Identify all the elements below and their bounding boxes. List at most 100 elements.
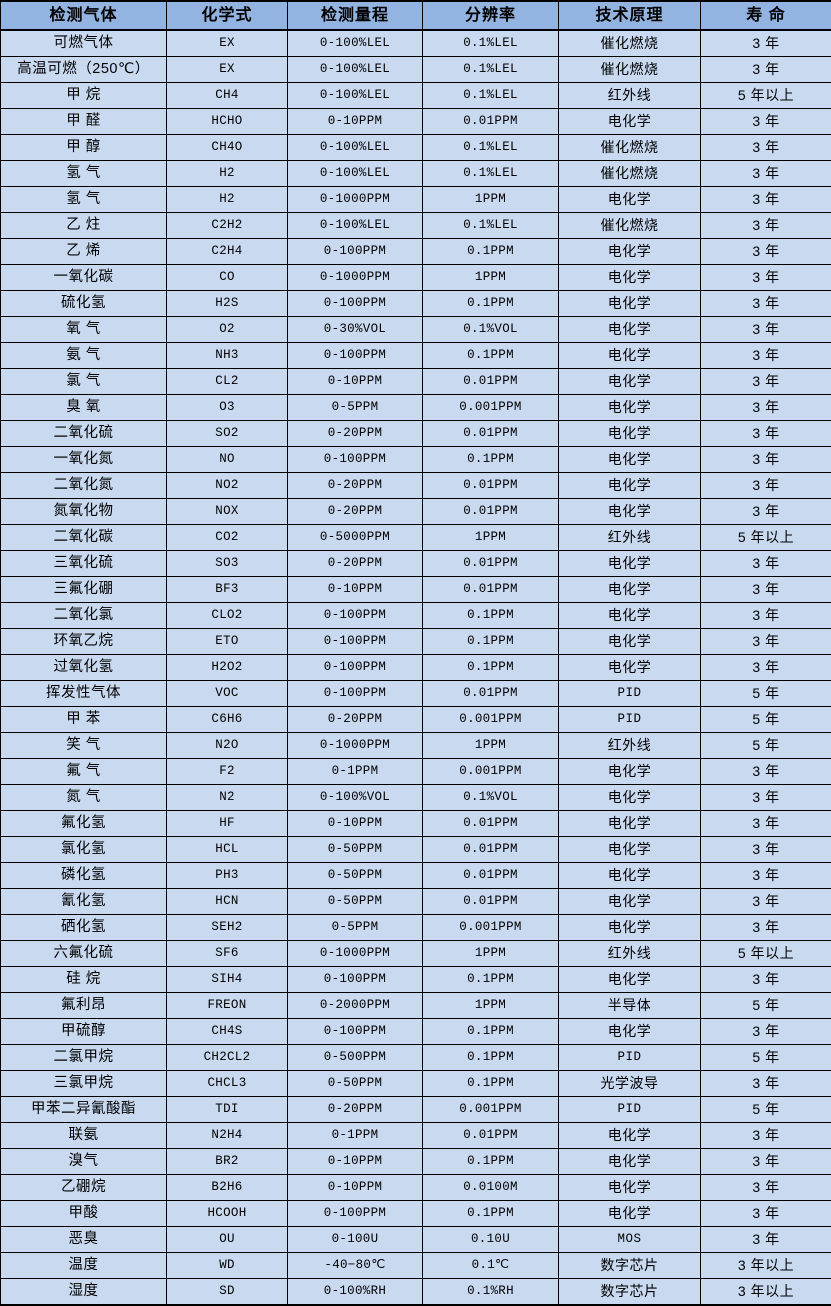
- cell-gas-name: 硅 烷: [1, 967, 167, 993]
- cell-technology: 红外线: [559, 525, 701, 551]
- cell-lifespan: 3 年: [701, 57, 831, 83]
- cell-chemical-formula: EX: [167, 57, 288, 83]
- cell-resolution: 0.01PPM: [423, 551, 559, 577]
- cell-chemical-formula: ETO: [167, 629, 288, 655]
- cell-chemical-formula: H2: [167, 187, 288, 213]
- cell-gas-name: 甲酸: [1, 1201, 167, 1227]
- cell-lifespan: 3 年: [701, 785, 831, 811]
- cell-gas-name: 甲 苯: [1, 707, 167, 733]
- cell-chemical-formula: HF: [167, 811, 288, 837]
- cell-gas-name: 恶臭: [1, 1227, 167, 1253]
- cell-lifespan: 3 年: [701, 239, 831, 265]
- cell-gas-name: 甲 醛: [1, 109, 167, 135]
- cell-chemical-formula: BR2: [167, 1149, 288, 1175]
- cell-resolution: 0.01PPM: [423, 421, 559, 447]
- cell-gas-name: 挥发性气体: [1, 681, 167, 707]
- cell-lifespan: 3 年: [701, 811, 831, 837]
- cell-gas-name: 二氧化硫: [1, 421, 167, 447]
- cell-gas-name: 氮氧化物: [1, 499, 167, 525]
- cell-detection-range: 0-100PPM: [288, 1201, 423, 1227]
- cell-technology: 电化学: [559, 785, 701, 811]
- cell-lifespan: 3 年: [701, 291, 831, 317]
- cell-lifespan: 5 年以上: [701, 525, 831, 551]
- cell-lifespan: 3 年: [701, 187, 831, 213]
- cell-technology: 电化学: [559, 343, 701, 369]
- cell-lifespan: 5 年: [701, 681, 831, 707]
- cell-lifespan: 3 年: [701, 1201, 831, 1227]
- cell-resolution: 0.01PPM: [423, 577, 559, 603]
- cell-detection-range: 0-20PPM: [288, 473, 423, 499]
- cell-resolution: 0.1%LEL: [423, 83, 559, 109]
- cell-detection-range: 0-1000PPM: [288, 733, 423, 759]
- cell-chemical-formula: CHCL3: [167, 1071, 288, 1097]
- cell-detection-range: 0-100%LEL: [288, 57, 423, 83]
- cell-resolution: 0.01PPM: [423, 499, 559, 525]
- cell-detection-range: 0-5PPM: [288, 395, 423, 421]
- cell-gas-name: 三氧化硫: [1, 551, 167, 577]
- cell-technology: 电化学: [559, 655, 701, 681]
- cell-gas-name: 氟化氢: [1, 811, 167, 837]
- cell-technology: 电化学: [559, 109, 701, 135]
- cell-resolution: 0.1%VOL: [423, 317, 559, 343]
- cell-resolution: 0.1PPM: [423, 629, 559, 655]
- cell-resolution: 1PPM: [423, 993, 559, 1019]
- cell-detection-range: 0-1000PPM: [288, 265, 423, 291]
- cell-lifespan: 3 年: [701, 629, 831, 655]
- cell-gas-name: 氨 气: [1, 343, 167, 369]
- cell-gas-name: 甲苯二异氰酸酯: [1, 1097, 167, 1123]
- cell-detection-range: 0-100%LEL: [288, 213, 423, 239]
- cell-detection-range: 0-20PPM: [288, 1097, 423, 1123]
- cell-technology: 电化学: [559, 317, 701, 343]
- cell-resolution: 0.001PPM: [423, 1097, 559, 1123]
- cell-technology: PID: [559, 1097, 701, 1123]
- cell-detection-range: 0-5PPM: [288, 915, 423, 941]
- cell-lifespan: 3 年: [701, 265, 831, 291]
- cell-detection-range: 0-30%VOL: [288, 317, 423, 343]
- cell-resolution: 0.1PPM: [423, 655, 559, 681]
- cell-resolution: 0.01PPM: [423, 369, 559, 395]
- cell-chemical-formula: SEH2: [167, 915, 288, 941]
- cell-gas-name: 氯 气: [1, 369, 167, 395]
- cell-resolution: 1PPM: [423, 733, 559, 759]
- cell-detection-range: 0-500PPM: [288, 1045, 423, 1071]
- cell-gas-name: 氟 气: [1, 759, 167, 785]
- cell-chemical-formula: NH3: [167, 343, 288, 369]
- cell-technology: 电化学: [559, 1201, 701, 1227]
- column-header-technology: 技术原理: [559, 1, 701, 30]
- cell-chemical-formula: CO2: [167, 525, 288, 551]
- cell-detection-range: -40−80℃: [288, 1253, 423, 1279]
- cell-chemical-formula: OU: [167, 1227, 288, 1253]
- cell-resolution: 0.1PPM: [423, 1149, 559, 1175]
- cell-technology: 数字芯片: [559, 1253, 701, 1279]
- cell-detection-range: 0-100%VOL: [288, 785, 423, 811]
- cell-detection-range: 0-1PPM: [288, 759, 423, 785]
- cell-gas-name: 二氯甲烷: [1, 1045, 167, 1071]
- cell-detection-range: 0-10PPM: [288, 811, 423, 837]
- cell-chemical-formula: H2: [167, 161, 288, 187]
- cell-lifespan: 3 年: [701, 1123, 831, 1149]
- cell-technology: 电化学: [559, 1149, 701, 1175]
- cell-technology: 电化学: [559, 967, 701, 993]
- cell-technology: 红外线: [559, 733, 701, 759]
- cell-gas-name: 硒化氢: [1, 915, 167, 941]
- cell-technology: PID: [559, 707, 701, 733]
- cell-chemical-formula: SIH4: [167, 967, 288, 993]
- cell-technology: 电化学: [559, 1175, 701, 1201]
- cell-technology: 电化学: [559, 421, 701, 447]
- cell-technology: PID: [559, 681, 701, 707]
- cell-gas-name: 氯化氢: [1, 837, 167, 863]
- cell-chemical-formula: NOX: [167, 499, 288, 525]
- cell-lifespan: 3 年: [701, 109, 831, 135]
- cell-technology: 红外线: [559, 941, 701, 967]
- cell-technology: 电化学: [559, 837, 701, 863]
